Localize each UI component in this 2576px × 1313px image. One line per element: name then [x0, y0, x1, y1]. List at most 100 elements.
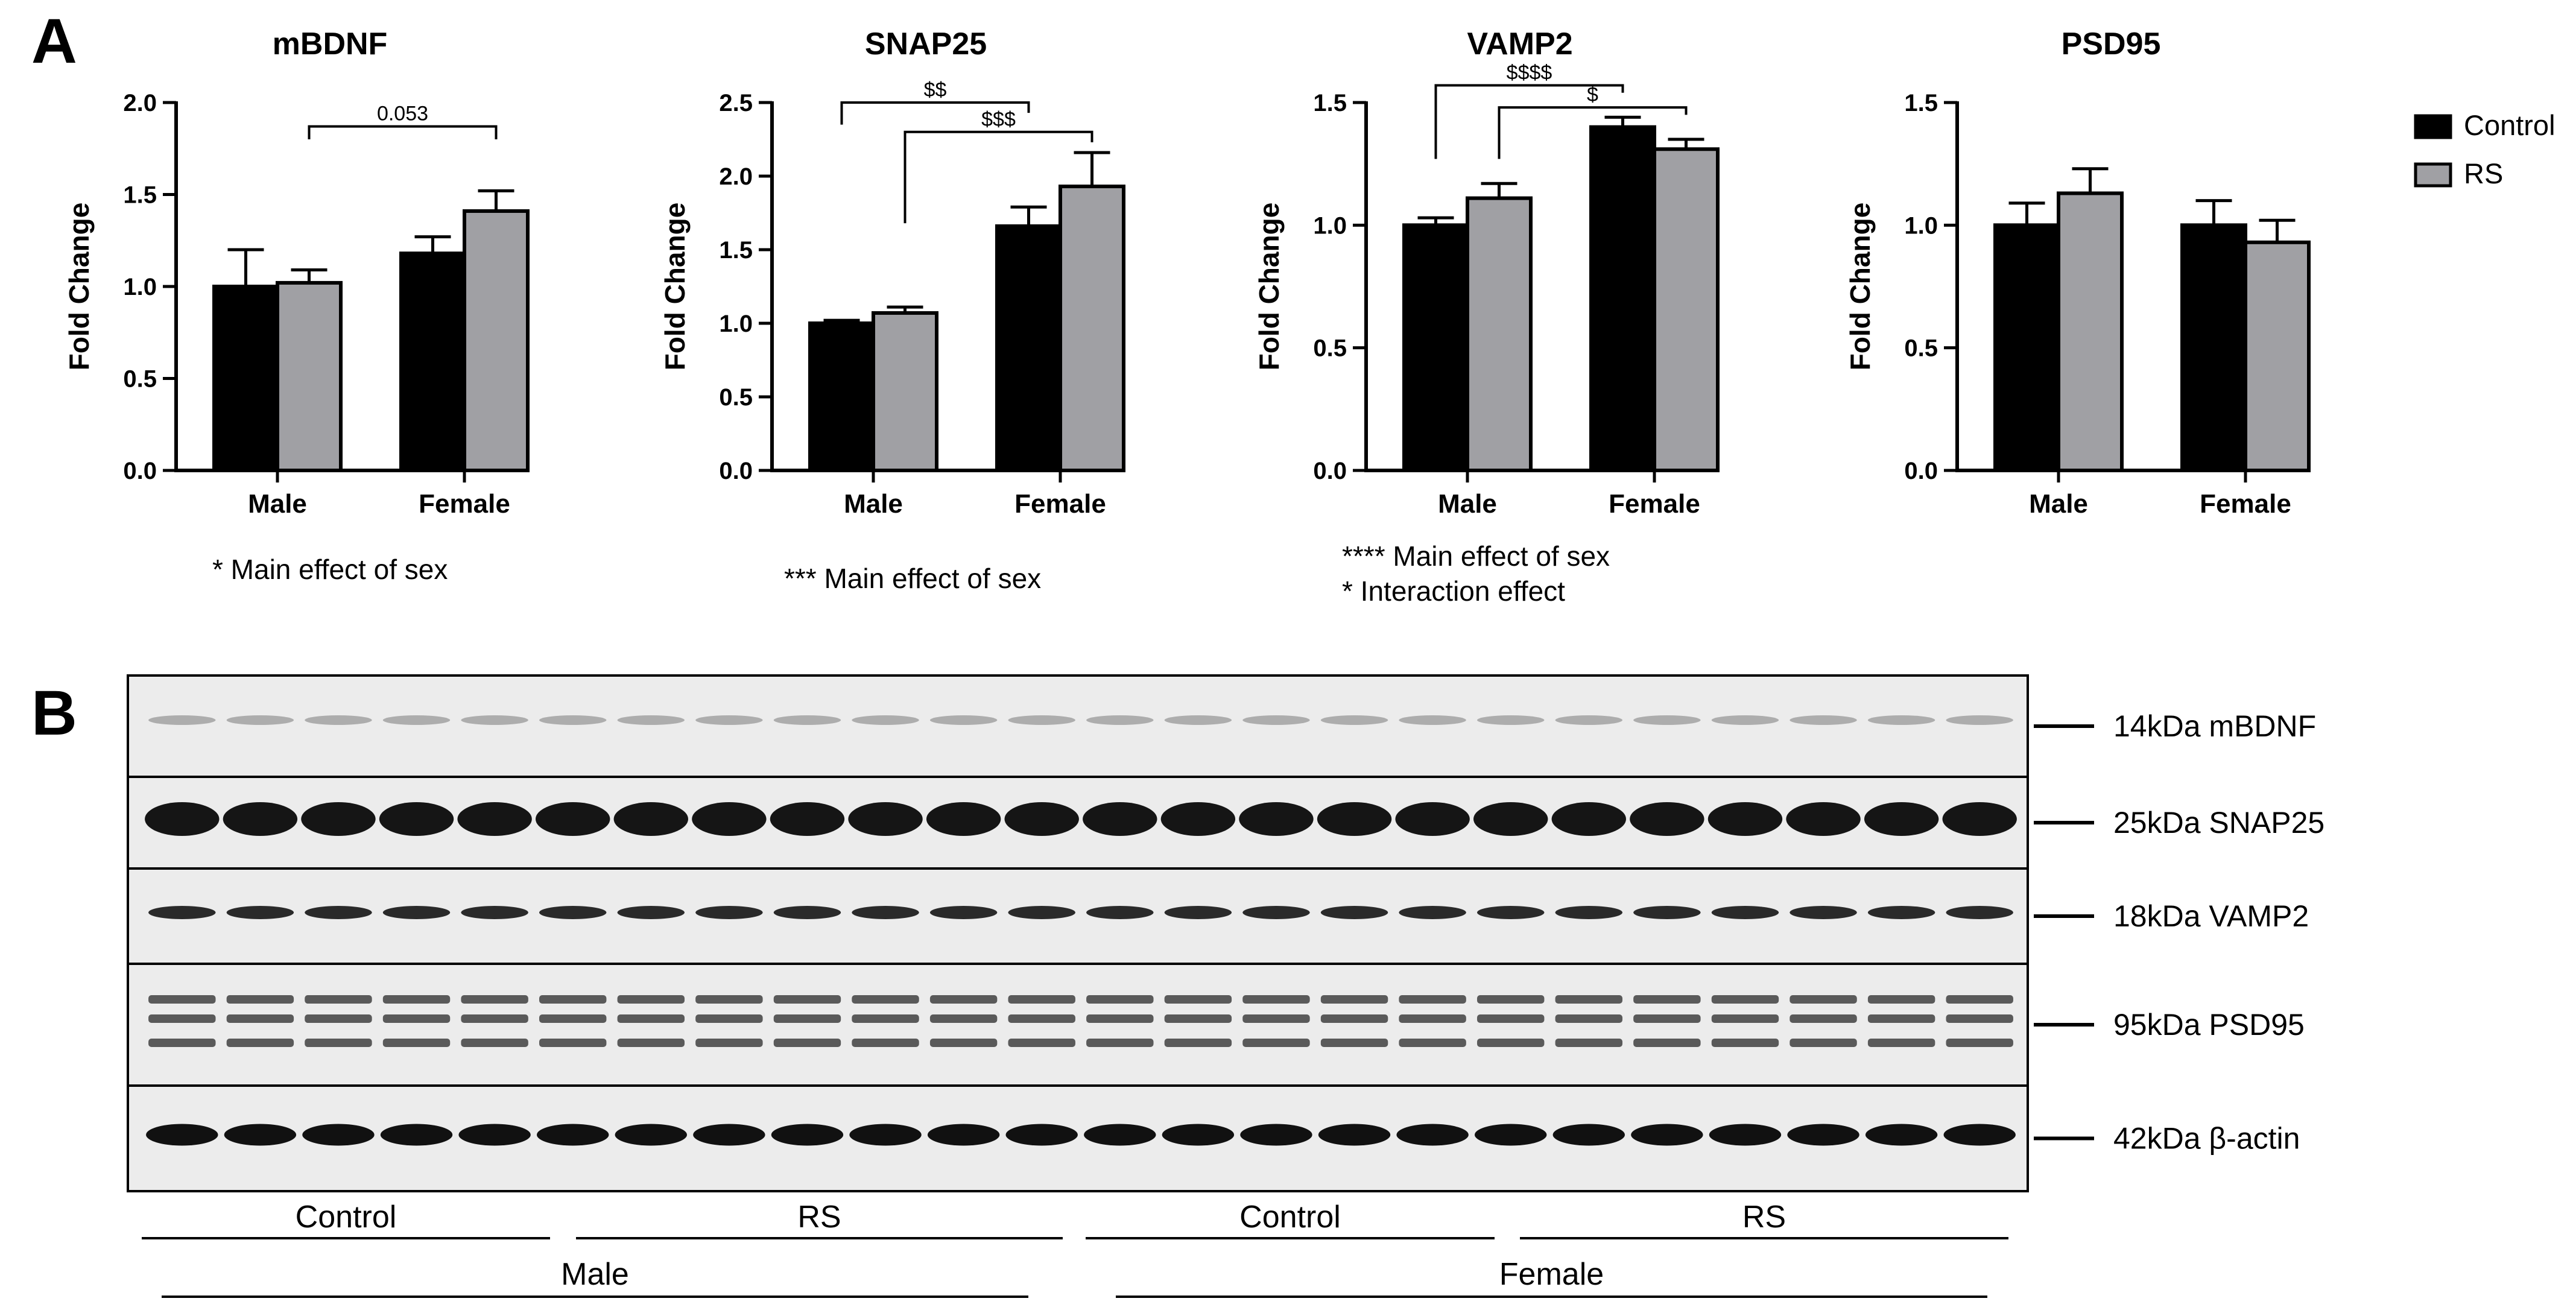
- bar-rs-female: [2244, 240, 2311, 472]
- band: [1790, 906, 1857, 919]
- band: [852, 906, 919, 919]
- significance-bracket: [1498, 106, 1688, 159]
- band: [305, 715, 372, 725]
- band: [148, 906, 216, 919]
- group-label-rs: RS: [797, 1200, 841, 1235]
- band: [695, 715, 763, 725]
- band: [379, 802, 454, 836]
- band: [1399, 1014, 1466, 1023]
- band: [1004, 802, 1079, 836]
- band: [1942, 802, 2017, 836]
- band: [773, 1014, 841, 1023]
- band: [1399, 715, 1466, 725]
- band: [695, 995, 763, 1004]
- band: [1711, 715, 1779, 725]
- legend-label-control: Control: [2464, 109, 2555, 141]
- band: [852, 715, 919, 725]
- x-tick-label: Female: [2200, 489, 2291, 519]
- band: [461, 995, 528, 1004]
- y-tick-label: 0.0: [123, 458, 157, 484]
- panel-label-a: A: [31, 6, 77, 77]
- bar-control-male: [808, 321, 875, 472]
- band: [1474, 1124, 1547, 1146]
- bar-rs-male: [1466, 196, 1533, 472]
- band: [1709, 1124, 1782, 1146]
- band: [1943, 1124, 2016, 1146]
- bar-control-female: [995, 224, 1062, 472]
- sex-label-female: Female: [1499, 1257, 1604, 1292]
- band: [539, 1039, 607, 1047]
- band: [849, 1124, 922, 1146]
- band: [848, 802, 923, 836]
- band: [1476, 1039, 1545, 1047]
- band: [1476, 995, 1545, 1004]
- panel-b-group-labels: Control RS Control RS Male Female: [142, 1200, 2008, 1298]
- panel-a-charts: mBDNF 0.0 0.5 1.0 1.5 2.0 Fold Change Male Femal…: [63, 27, 2311, 607]
- bar-control-female: [2180, 223, 2247, 472]
- band: [1946, 906, 2013, 919]
- band: [223, 802, 298, 836]
- stat-note: **** Main effect of sex: [1342, 540, 1610, 572]
- y-tick-label: 2.5: [719, 90, 753, 116]
- band: [771, 1124, 844, 1146]
- blot-label: 42kDa β-actin: [2113, 1122, 2300, 1156]
- bar-rs-female: [1059, 185, 1125, 472]
- y-tick-label: 2.0: [719, 163, 753, 190]
- band: [1396, 1124, 1469, 1146]
- band: [1711, 906, 1779, 919]
- band: [382, 1039, 451, 1047]
- band: [927, 1124, 1000, 1146]
- band: [852, 1039, 919, 1047]
- band: [461, 1014, 528, 1023]
- band: [773, 1039, 841, 1047]
- band: [1473, 802, 1548, 836]
- bar-control-male: [212, 285, 279, 472]
- legend-label-rs: RS: [2464, 157, 2503, 189]
- blot-14kda-mbdnf: 14kDa mBDNF: [127, 674, 2316, 778]
- blot-label: 25kDa SNAP25: [2113, 806, 2324, 840]
- stat-note: * Main effect of sex: [212, 554, 448, 585]
- band: [226, 715, 294, 725]
- band: [1084, 1124, 1156, 1146]
- band: [148, 995, 216, 1004]
- bar-rs-male: [276, 280, 343, 472]
- band: [1633, 715, 1701, 725]
- y-tick-label: 0.0: [1313, 458, 1347, 484]
- y-tick-label: 1.5: [719, 237, 753, 264]
- x-tick-label: Male: [248, 489, 307, 519]
- band: [1631, 1124, 1703, 1146]
- band: [1005, 1124, 1078, 1146]
- band: [1008, 1014, 1075, 1023]
- band: [1320, 906, 1388, 919]
- band: [1242, 715, 1310, 725]
- significance-label: $$$: [981, 108, 1016, 131]
- group-label-rs: RS: [1742, 1200, 1786, 1235]
- band: [382, 906, 451, 919]
- y-tick-label: 1.0: [1313, 212, 1347, 239]
- band: [457, 802, 532, 836]
- significance-bracket: [1434, 84, 1624, 159]
- band: [1476, 715, 1545, 725]
- band: [695, 1039, 763, 1047]
- band: [1707, 802, 1783, 836]
- significance-label: 0.053: [377, 103, 428, 125]
- band: [1086, 906, 1154, 919]
- y-tick-label: 0.0: [719, 458, 753, 484]
- y-axis-label: Fold Change: [63, 203, 95, 371]
- band: [1320, 1039, 1388, 1047]
- band: [695, 1014, 763, 1023]
- y-tick-label: 0.5: [719, 384, 753, 411]
- band: [382, 715, 451, 725]
- significance-bracket: [840, 101, 1030, 125]
- bar-control-male: [1993, 223, 2060, 472]
- legend-item-control: Control: [2414, 109, 2555, 141]
- band: [617, 906, 685, 919]
- significance-label: $: [1587, 83, 1598, 106]
- band: [1865, 1124, 1938, 1146]
- panel-label-b: B: [31, 678, 77, 748]
- band: [461, 906, 528, 919]
- band: [1399, 906, 1466, 919]
- band: [1160, 802, 1236, 836]
- y-tick-label: 0.5: [1904, 335, 1938, 362]
